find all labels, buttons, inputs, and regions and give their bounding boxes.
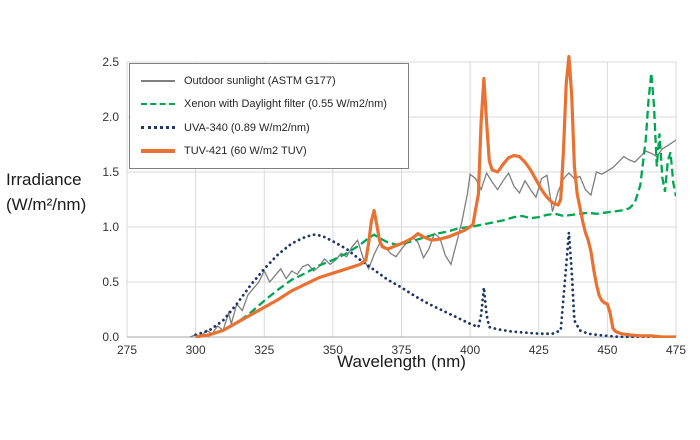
legend-line-sample-gray <box>141 80 175 82</box>
y-tick-label: 1.5 <box>102 165 119 179</box>
y-tick-label: 0.5 <box>102 275 119 289</box>
legend-label: TUV-421 (60 W/m2 TUV) <box>184 144 307 157</box>
x-tick-label: 375 <box>391 343 411 357</box>
legend-item-xenon: Xenon with Daylight filter (0.55 W/m2/nm… <box>141 96 398 112</box>
y-tick-label: 2.0 <box>102 110 119 124</box>
series-line-2 <box>194 232 676 338</box>
x-axis-title: Wavelength (nm) <box>337 352 466 371</box>
legend-item-uva340: UVA-340 (0.89 W/m2/nm) <box>141 120 398 136</box>
x-tick-label: 275 <box>117 343 137 357</box>
series-line-1 <box>195 72 676 338</box>
legend: Outdoor sunlight (ASTM G177) Xenon with … <box>129 63 409 169</box>
legend-item-tuv421: TUV-421 (60 W/m2 TUV) <box>141 143 398 159</box>
x-tick-label: 475 <box>666 343 686 357</box>
y-tick-label: 2.5 <box>102 55 119 69</box>
legend-item-outdoor-sunlight: Outdoor sunlight (ASTM G177) <box>141 73 398 89</box>
series-line-3 <box>195 54 676 338</box>
y-axis-title-line1: Irradiance <box>6 170 82 189</box>
x-tick-label: 325 <box>254 343 274 357</box>
legend-label: UVA-340 (0.89 W/m2/nm) <box>184 121 310 134</box>
x-tick-label: 300 <box>186 343 206 357</box>
x-tick-label: 400 <box>460 343 480 357</box>
legend-line-sample-orange <box>141 148 175 153</box>
x-tick-label: 350 <box>323 343 343 357</box>
y-axis-title-line2: (W/m²/nm) <box>6 194 87 214</box>
legend-label: Outdoor sunlight (ASTM G177) <box>184 75 336 87</box>
y-tick-label: 1.0 <box>102 220 119 234</box>
x-tick-label: 450 <box>597 343 617 357</box>
legend-line-sample-green-dashed <box>141 103 175 106</box>
y-axis-title: Irradiance (W/m²/nm) <box>6 168 86 217</box>
legend-label: Xenon with Daylight filter (0.55 W/m2/nm… <box>184 98 387 111</box>
legend-line-sample-navy-dotted <box>141 126 175 130</box>
x-tick-label: 425 <box>529 343 549 357</box>
y-tick-label: 0.0 <box>102 330 119 344</box>
